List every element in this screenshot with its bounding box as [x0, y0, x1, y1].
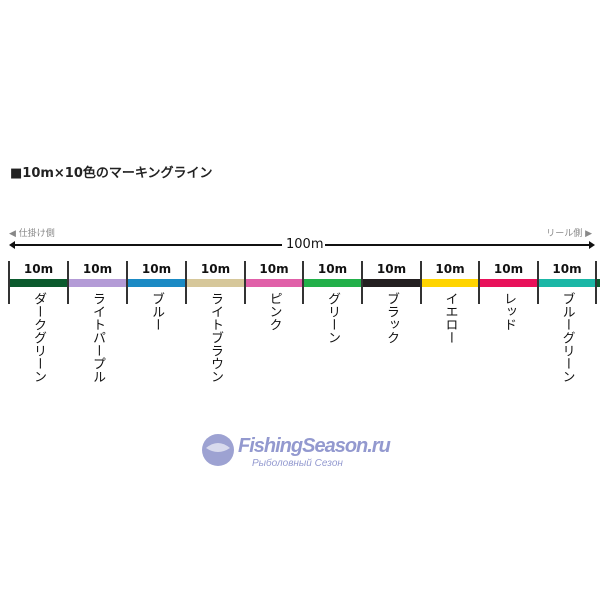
tick-mark: [244, 261, 246, 304]
segment-color-name: ブルーグリーン: [559, 292, 575, 383]
segment-bar-2: [68, 279, 127, 287]
segment-bar-10: [538, 279, 596, 287]
segment-length-label: 10m: [141, 262, 172, 276]
segment-bar-8: [421, 279, 479, 287]
segment-bar-6: [303, 279, 362, 287]
tick-mark: [361, 261, 363, 304]
segment-color-name: ライトブラウン: [208, 292, 223, 383]
segment-color-name: ピンク: [266, 292, 282, 331]
tick-mark: [67, 261, 69, 304]
arrow-left-line: [12, 244, 282, 246]
segment-color-label: イエロー: [421, 292, 479, 344]
segment-color-label: レッド: [479, 292, 538, 331]
tick-mark: [8, 261, 10, 304]
segment-length-label: 10m: [23, 262, 54, 276]
segment-color-label: ブラック: [362, 292, 421, 344]
tick-mark: [302, 261, 304, 304]
segment-color-name: ダークグリーン: [31, 292, 46, 383]
segment-color-label: ブルーグリーン: [538, 292, 596, 383]
segment-length-label: 10m: [376, 262, 407, 276]
segment-color-name: グリーン: [325, 292, 340, 344]
segment-length-label: 10m: [317, 262, 348, 276]
tick-mark: [537, 261, 539, 304]
tackle-side-label: ◀ 仕掛け側: [9, 229, 55, 239]
tick-mark: [126, 261, 128, 304]
tick-mark: [420, 261, 422, 304]
segment-color-label: ライトブラウン: [186, 292, 245, 383]
segment-bar-3: [127, 279, 186, 287]
segment-color-name: ブラック: [384, 292, 399, 344]
segment-color-name: レッド: [501, 292, 516, 331]
segment-bar-5: [245, 279, 303, 287]
svg-text:Рыболовный Сезон: Рыболовный Сезон: [252, 457, 343, 469]
segment-bar-9: [479, 279, 538, 287]
diagram-title: ■10m×10色のマーキングライン: [10, 166, 213, 181]
segment-bar-4: [186, 279, 245, 287]
segment-length-label: 10m: [435, 262, 465, 276]
tick-mark: [595, 261, 597, 304]
segment-bar-1: [9, 279, 68, 287]
tick-mark: [478, 261, 480, 304]
segment-color-name: イエロー: [442, 292, 458, 344]
segment-color-label: ブルー: [127, 292, 186, 331]
segment-bar-repeat: [597, 279, 600, 287]
tick-mark: [185, 261, 187, 304]
total-length-label: 100m: [283, 237, 327, 252]
segment-length-label: 10m: [82, 262, 113, 276]
arrow-right-line: [325, 244, 590, 246]
segment-length-label: 10m: [493, 262, 524, 276]
segment-color-label: ピンク: [245, 292, 303, 331]
segment-color-label: グリーン: [303, 292, 362, 344]
arrow-right-head-icon: [589, 241, 595, 249]
segment-color-label: ダークグリーン: [9, 292, 68, 383]
segment-bar-7: [362, 279, 421, 287]
segment-color-label: ライトパープル: [68, 292, 127, 383]
svg-text:FishingSeason.ru: FishingSeason.ru: [238, 435, 391, 457]
segment-length-label: 10m: [552, 262, 582, 276]
watermark-logo: FishingSeason.ru Рыболовный Сезон: [200, 430, 400, 484]
segment-color-name: ブルー: [149, 292, 164, 331]
arrow-left-head-icon: [9, 241, 15, 249]
reel-side-label: リール側 ▶: [546, 229, 592, 239]
segment-length-label: 10m: [200, 262, 231, 276]
segment-color-name: ライトパープル: [90, 292, 105, 383]
segment-length-label: 10m: [259, 262, 289, 276]
